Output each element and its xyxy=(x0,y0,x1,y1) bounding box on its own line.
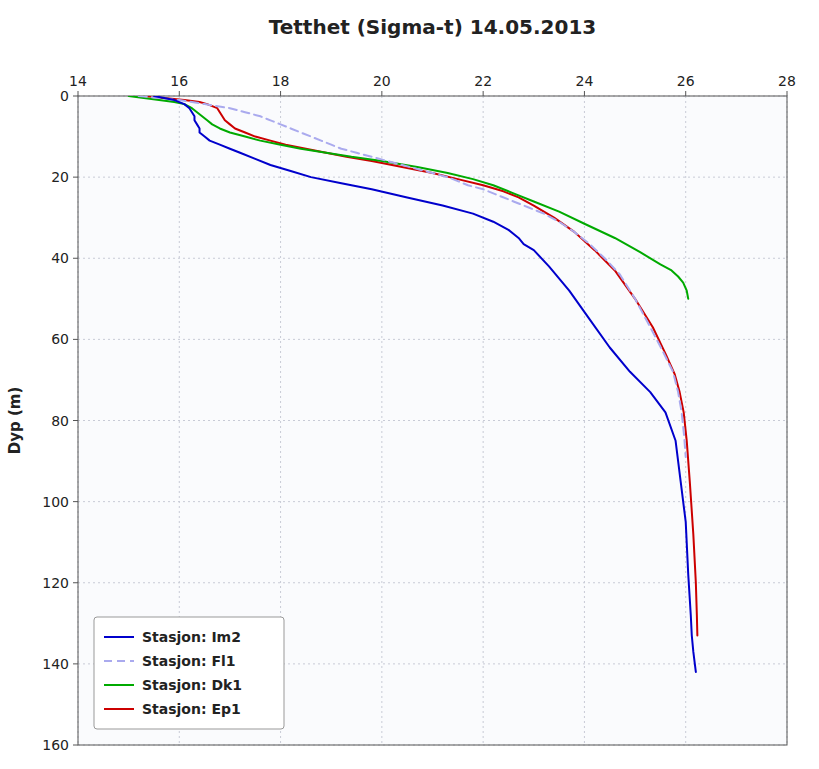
legend-swatch xyxy=(104,636,134,638)
y-tick xyxy=(73,339,78,340)
y-tick xyxy=(73,258,78,259)
legend-swatch xyxy=(104,660,134,662)
legend-box xyxy=(94,617,284,729)
x-tick xyxy=(280,91,281,96)
x-tick xyxy=(787,91,788,96)
y-grid-line xyxy=(78,582,787,583)
x-tick-label: 20 xyxy=(373,73,391,89)
y-tick xyxy=(73,582,78,583)
x-tick-label: 14 xyxy=(69,73,87,89)
y-tick-label: 80 xyxy=(51,413,69,429)
grid xyxy=(78,96,787,745)
x-tick-label: 28 xyxy=(778,73,796,89)
y-tick-label: 60 xyxy=(51,331,69,347)
x-tick-label: 16 xyxy=(170,73,188,89)
y-tick-label: 120 xyxy=(42,575,69,591)
series-lines xyxy=(129,96,698,672)
x-grid-line xyxy=(381,96,382,745)
legend-swatch xyxy=(104,708,134,710)
y-tick xyxy=(73,177,78,178)
chart: Tetthet (Sigma-t) 14.05.2013Dyp (m)14161… xyxy=(0,0,819,769)
series-line xyxy=(154,96,696,672)
legend: Stasjon: Im2 Stasjon: Fl1 Stasjon: Dk1 Stas… xyxy=(94,617,284,729)
plot-background xyxy=(78,96,787,745)
y-grid-line xyxy=(78,420,787,421)
x-tick xyxy=(685,91,686,96)
y-grid-line xyxy=(78,258,787,259)
title: Tetthet (Sigma-t) 14.05.2013 xyxy=(269,15,597,39)
x-tick-label: 22 xyxy=(474,73,492,89)
y-tick-label: 0 xyxy=(60,88,69,104)
legend-label: Stasjon: Ep1 xyxy=(142,701,241,717)
y-tick xyxy=(73,420,78,421)
y-grid-line xyxy=(78,177,787,178)
x-tick xyxy=(381,91,382,96)
y-tick xyxy=(73,663,78,664)
x-tick-label: 26 xyxy=(677,73,695,89)
axes: 14 16 18 20 22 24 26 28 0 20 40 60 80 100 120 140 160 xyxy=(42,73,796,753)
legend-label: Stasjon: Dk1 xyxy=(142,677,242,693)
y-tick-label: 100 xyxy=(42,494,69,510)
x-tick xyxy=(584,91,585,96)
y-axis-label: Dyp (m) xyxy=(6,387,24,455)
y-tick-label: 140 xyxy=(42,656,69,672)
y-tick-label: 40 xyxy=(51,250,69,266)
y-tick xyxy=(73,745,78,746)
legend-label: Stasjon: Im2 xyxy=(142,629,241,645)
y-tick-label: 20 xyxy=(51,169,69,185)
y-tick xyxy=(73,96,78,97)
plot-frame xyxy=(78,96,787,745)
y-tick xyxy=(73,501,78,502)
x-tick xyxy=(179,91,180,96)
y-tick-label: 160 xyxy=(42,737,69,753)
x-tick xyxy=(483,91,484,96)
legend-label: Stasjon: Fl1 xyxy=(142,653,236,669)
legend-swatch xyxy=(104,684,134,686)
x-tick-label: 24 xyxy=(576,73,594,89)
x-tick-label: 18 xyxy=(272,73,290,89)
series-line xyxy=(144,96,698,635)
y-grid-line xyxy=(78,501,787,502)
x-tick xyxy=(78,91,79,96)
series-line xyxy=(139,96,686,457)
y-grid-line xyxy=(78,339,787,340)
